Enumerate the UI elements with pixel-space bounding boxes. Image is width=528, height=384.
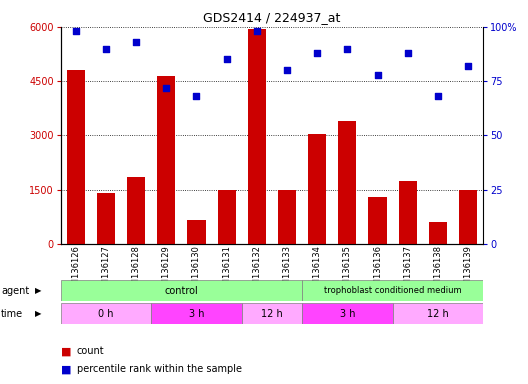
Point xyxy=(464,63,472,69)
Bar xyxy=(187,220,205,244)
Text: 3 h: 3 h xyxy=(340,309,355,319)
Point xyxy=(192,93,201,99)
Bar xyxy=(338,121,356,244)
Text: percentile rank within the sample: percentile rank within the sample xyxy=(77,364,242,374)
Text: 0 h: 0 h xyxy=(98,309,114,319)
Point xyxy=(252,28,261,34)
Text: ▶: ▶ xyxy=(35,310,41,318)
Bar xyxy=(399,180,417,244)
Bar xyxy=(302,280,483,301)
Text: control: control xyxy=(165,286,199,296)
Text: time: time xyxy=(1,309,23,319)
Bar xyxy=(61,303,151,324)
Bar xyxy=(459,190,477,244)
Point xyxy=(283,67,291,73)
Bar xyxy=(248,29,266,244)
Text: count: count xyxy=(77,346,104,356)
Point xyxy=(102,46,110,52)
Bar xyxy=(67,70,85,244)
Point xyxy=(373,71,382,78)
Bar xyxy=(157,76,175,244)
Bar xyxy=(369,197,386,244)
Title: GDS2414 / 224937_at: GDS2414 / 224937_at xyxy=(203,11,341,24)
Point xyxy=(222,56,231,63)
Bar xyxy=(61,280,302,301)
Point xyxy=(313,50,322,56)
Text: 12 h: 12 h xyxy=(261,309,283,319)
Bar xyxy=(242,303,302,324)
Bar xyxy=(97,193,115,244)
Text: 3 h: 3 h xyxy=(188,309,204,319)
Text: ▶: ▶ xyxy=(35,286,41,295)
Text: agent: agent xyxy=(1,286,30,296)
Bar xyxy=(429,222,447,244)
Point xyxy=(343,46,352,52)
Bar xyxy=(127,177,145,244)
Text: 12 h: 12 h xyxy=(427,309,449,319)
Point xyxy=(433,93,442,99)
Bar xyxy=(302,303,393,324)
Bar xyxy=(218,190,235,244)
Bar xyxy=(278,190,296,244)
Text: trophoblast conditioned medium: trophoblast conditioned medium xyxy=(324,286,461,295)
Point xyxy=(72,28,80,34)
Bar xyxy=(393,303,483,324)
Point xyxy=(162,84,171,91)
Bar xyxy=(308,134,326,244)
Bar xyxy=(151,303,242,324)
Text: ■: ■ xyxy=(61,364,71,374)
Point xyxy=(132,39,140,45)
Point xyxy=(403,50,412,56)
Text: ■: ■ xyxy=(61,346,71,356)
